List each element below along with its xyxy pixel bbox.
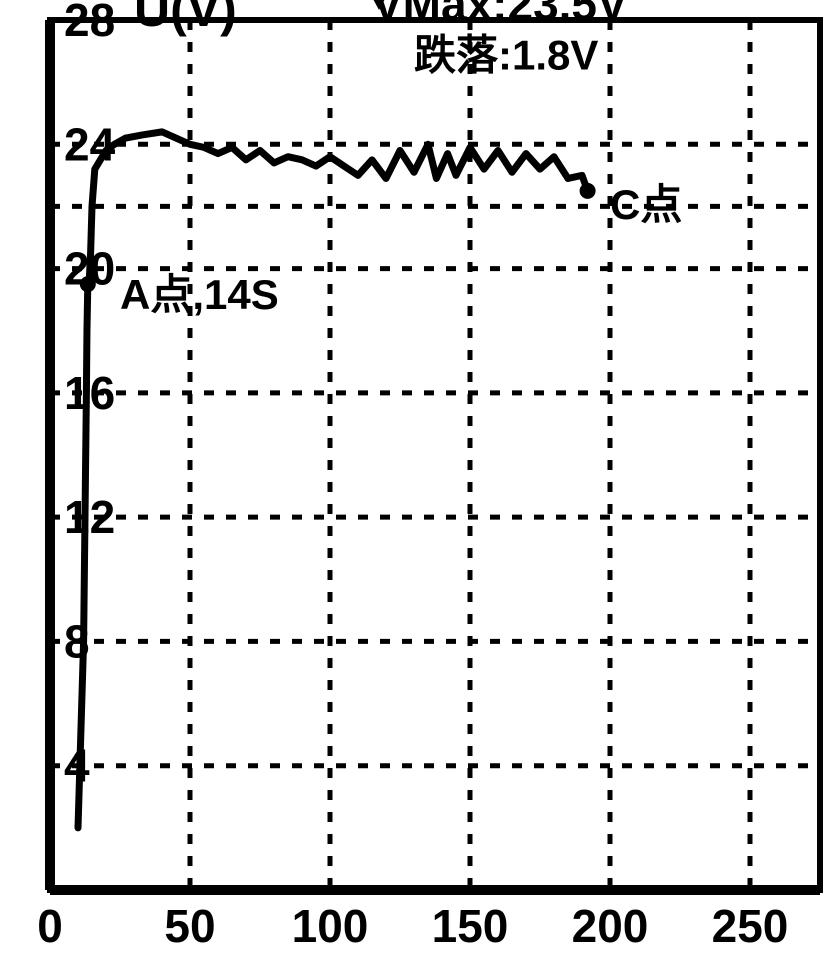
vmax-label: VMax:23.5V	[372, 0, 628, 30]
voltage-time-chart: 4 8 12 16 20 24 28 0 50 100 150 200 250 U(V) VMax:23.5…	[0, 0, 832, 957]
x-tick-label: 50	[164, 900, 215, 952]
x-tick-label: 100	[292, 900, 369, 952]
y-tick-label: 24	[64, 118, 116, 170]
x-tick-label: 250	[712, 900, 789, 952]
y-tick-label: 28	[64, 0, 115, 46]
x-tick-label: 200	[572, 900, 649, 952]
x-tick-label: 0	[37, 900, 63, 952]
c-point-marker	[580, 183, 596, 199]
y-tick-label: 4	[64, 740, 90, 792]
y-tick-label: 12	[64, 491, 115, 543]
y-axis-unit-label: U(V)	[134, 0, 237, 37]
spread-label: 跌落:1.8V	[414, 32, 598, 79]
y-tick-label: 8	[64, 615, 90, 667]
y-tick-label: 20	[64, 243, 115, 295]
c-point-label: C点	[610, 181, 682, 228]
x-tick-label: 150	[432, 900, 509, 952]
a-point-label: A点,14S	[120, 271, 279, 318]
y-tick-label: 16	[64, 367, 115, 419]
